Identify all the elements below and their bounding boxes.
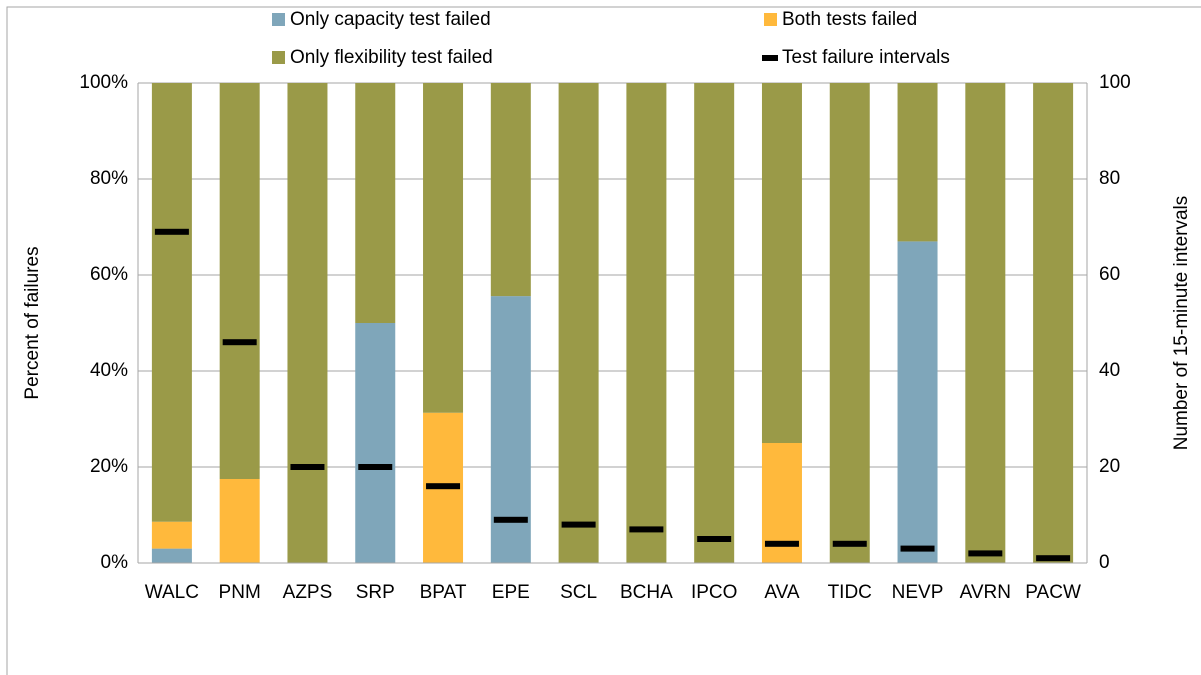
bar-segment xyxy=(490,83,531,297)
bar-segment xyxy=(151,521,192,549)
interval-marker xyxy=(968,550,1003,557)
bar-segment xyxy=(151,83,192,522)
bar-segment xyxy=(219,83,260,479)
bar-segment xyxy=(423,83,464,413)
legend-swatch xyxy=(762,55,778,61)
x-tick-label: AVA xyxy=(764,582,800,603)
x-tick-label: NEVP xyxy=(892,582,944,603)
y-tick-label: 0% xyxy=(101,552,129,573)
interval-marker xyxy=(832,540,867,547)
interval-marker xyxy=(629,526,664,533)
x-tick-label: EPE xyxy=(492,582,530,603)
legend-label: Only flexibility test failed xyxy=(290,47,493,68)
x-tick-label: PACW xyxy=(1025,582,1081,603)
legend-swatch xyxy=(272,51,285,64)
x-tick-label: BCHA xyxy=(620,582,673,603)
y2-tick-label: 60 xyxy=(1099,264,1120,285)
interval-marker xyxy=(561,521,596,528)
interval-marker xyxy=(1036,555,1071,562)
legend-swatch xyxy=(764,13,777,26)
y2-tick-label: 80 xyxy=(1099,168,1120,189)
bar-segment xyxy=(965,83,1006,563)
interval-marker xyxy=(290,464,325,470)
bar-segment xyxy=(897,83,938,242)
bar-segment xyxy=(490,296,531,563)
interval-marker xyxy=(426,483,461,490)
x-tick-label: TIDC xyxy=(828,582,872,603)
x-tick-label: IPCO xyxy=(691,582,737,603)
legend-swatch xyxy=(272,13,285,26)
interval-marker xyxy=(222,339,257,346)
bar-segment xyxy=(829,83,870,563)
y2-axis-label: Number of 15-minute intervals xyxy=(1171,196,1192,451)
y2-tick-label: 100 xyxy=(1099,72,1131,93)
interval-marker xyxy=(358,464,393,470)
bar-segment xyxy=(287,83,328,563)
bar-segment xyxy=(355,83,396,323)
bar-segment xyxy=(355,323,396,563)
bar-segment xyxy=(1033,83,1074,563)
interval-marker xyxy=(493,516,528,523)
x-tick-label: AZPS xyxy=(283,582,333,603)
bar-segment xyxy=(761,83,802,443)
bar-segment xyxy=(897,241,938,563)
y-tick-label: 40% xyxy=(90,360,128,381)
x-tick-label: SRP xyxy=(356,582,395,603)
y-tick-label: 100% xyxy=(79,72,128,93)
y-axis-label: Percent of failures xyxy=(22,246,43,399)
legend-label: Test failure intervals xyxy=(782,47,950,68)
x-tick-label: PNM xyxy=(219,582,261,603)
bar-segment xyxy=(151,548,192,563)
interval-marker xyxy=(154,228,189,235)
y2-tick-label: 40 xyxy=(1099,360,1120,381)
legend-label: Only capacity test failed xyxy=(290,9,491,30)
bar-segment xyxy=(558,83,599,563)
y-tick-label: 60% xyxy=(90,264,128,285)
y2-tick-label: 20 xyxy=(1099,456,1120,477)
y-tick-label: 20% xyxy=(90,456,128,477)
x-tick-label: SCL xyxy=(560,582,597,603)
y-tick-label: 80% xyxy=(90,168,128,189)
legend-label: Both tests failed xyxy=(782,9,917,30)
interval-marker xyxy=(900,545,935,552)
interval-marker xyxy=(697,536,732,542)
bar-segment xyxy=(694,83,735,563)
interval-marker xyxy=(764,540,799,547)
bar-segment xyxy=(626,83,667,563)
x-tick-label: BPAT xyxy=(420,582,467,603)
bar-segment xyxy=(219,479,260,563)
x-tick-label: AVRN xyxy=(960,582,1011,603)
x-tick-label: WALC xyxy=(145,582,199,603)
y2-tick-label: 0 xyxy=(1099,552,1110,573)
chart-frame xyxy=(6,6,1201,675)
